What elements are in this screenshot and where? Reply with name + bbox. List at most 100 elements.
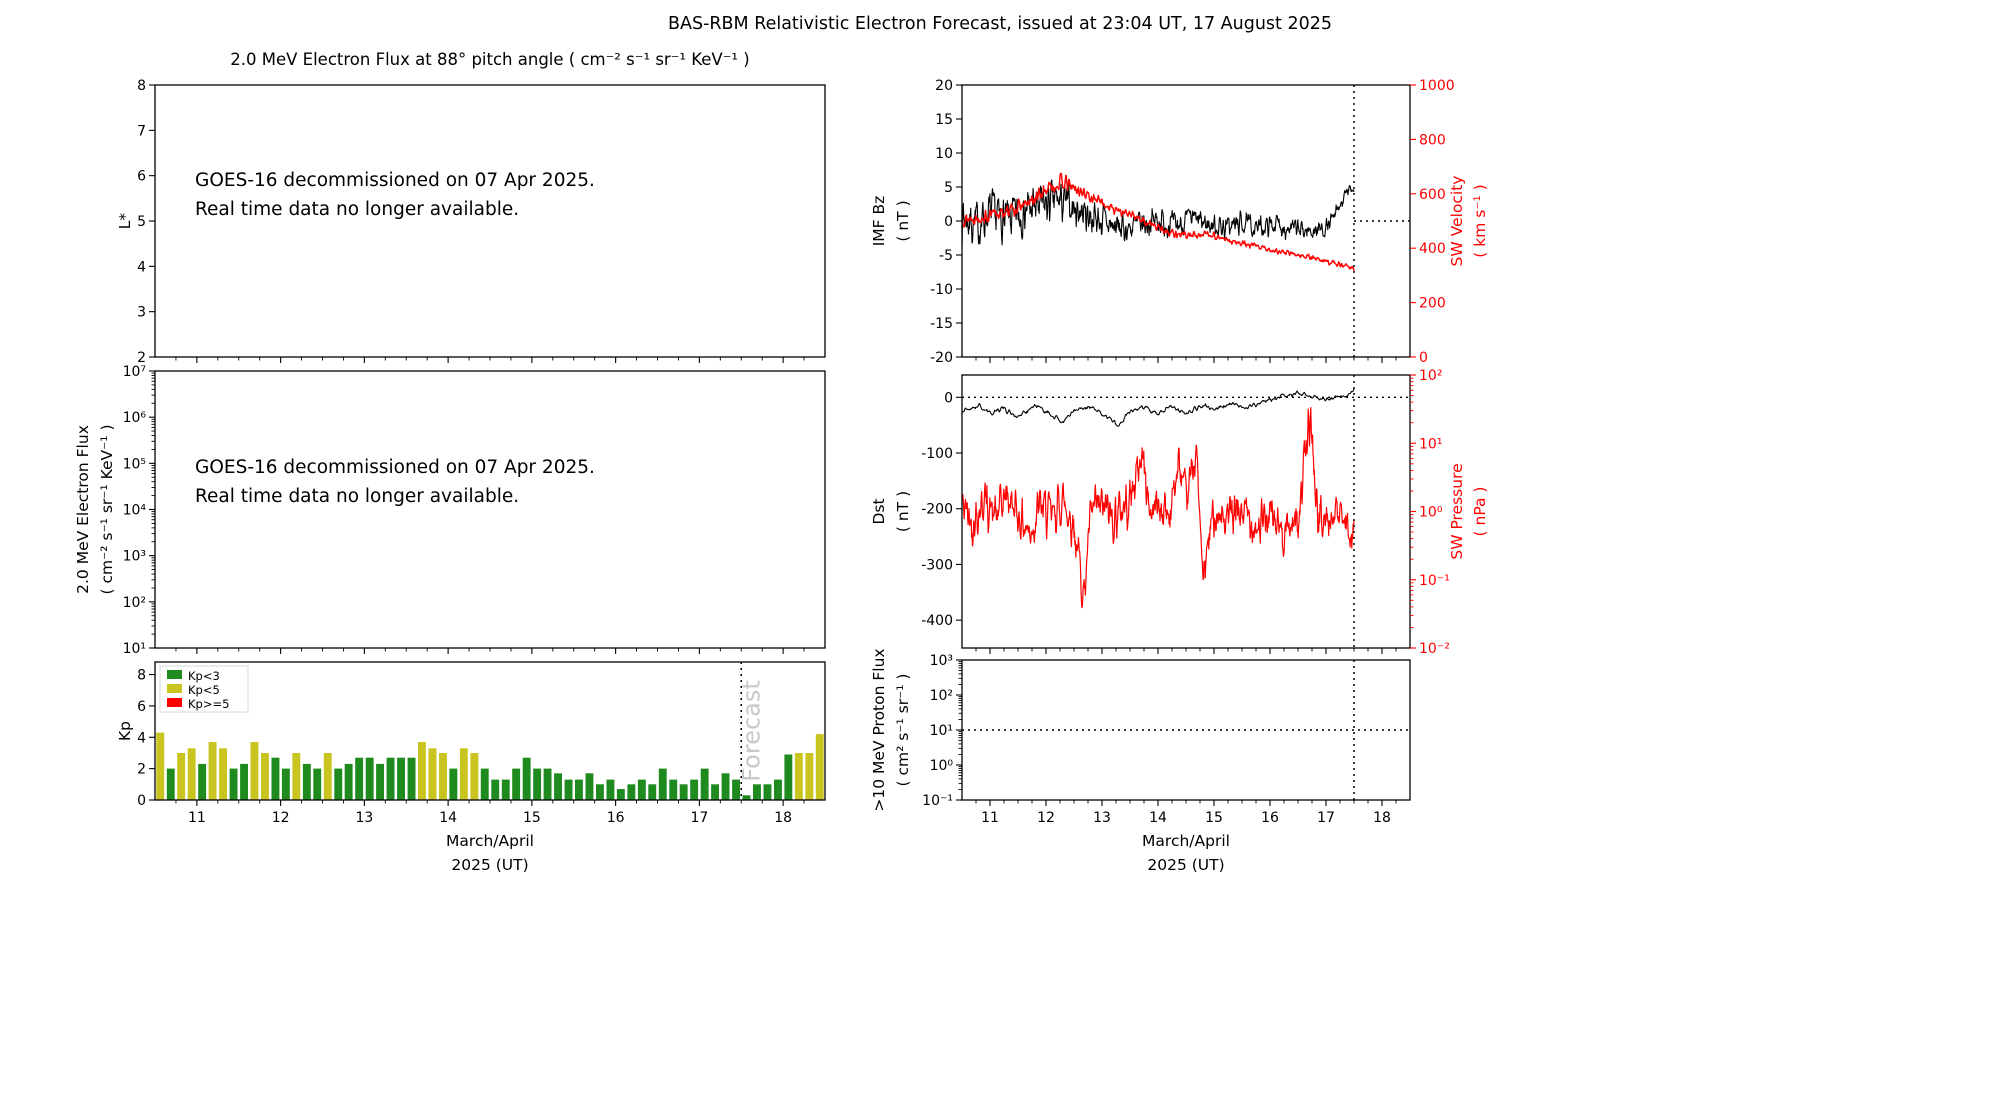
- plot-area-bz_sw: [962, 172, 1410, 272]
- plot-area-dst_p: [962, 388, 1410, 609]
- x-axis-label: March/April: [446, 832, 534, 850]
- legend-swatch: [167, 684, 182, 693]
- y-tick-label: 10⁶: [123, 410, 147, 426]
- kp-bar: [763, 784, 772, 800]
- y-tick-label: 15: [935, 112, 953, 128]
- y-tick-label: -10: [930, 282, 953, 298]
- kp-bar: [596, 784, 604, 800]
- y-axis-left: 10⁷ 10⁶ 10⁵ 10⁴ 10³ 10² 10¹: [123, 364, 155, 657]
- y-axis-right: 10² 10¹ 10⁰ 10⁻¹ 10⁻²: [1410, 368, 1450, 657]
- x-axis-label: March/April: [1142, 832, 1230, 850]
- kp-bar: [815, 734, 824, 800]
- y-tick-label-right: 0: [1419, 350, 1428, 366]
- kp-legend: Kp<3Kp<5Kp>=5: [159, 665, 249, 713]
- y-axis-label: IMF Bz: [870, 196, 888, 247]
- y-tick-label-right: 200: [1419, 296, 1446, 312]
- y-tick-label: 10²: [123, 595, 146, 611]
- y-tick-label: 20: [935, 78, 953, 94]
- x-tick-label: 16: [607, 810, 625, 826]
- forecast-label: Forecast: [737, 680, 765, 782]
- y-tick-label: 0: [137, 793, 146, 809]
- y-axis-label: ( cm⁻² s⁻¹ sr⁻¹ KeV⁻¹ ): [98, 425, 116, 595]
- y-tick-label: 2: [137, 350, 146, 366]
- kp-bar: [187, 748, 196, 800]
- legend-swatch: [167, 670, 182, 679]
- y-tick-label: 10⁵: [123, 456, 146, 472]
- kp-bar: [470, 753, 479, 800]
- kp-bar: [784, 754, 793, 800]
- y-axis-left: 10³ 10² 10¹ 10⁰ 10⁻¹: [922, 653, 962, 809]
- right-axis-label: ( km s⁻¹ ): [1471, 184, 1489, 257]
- x-tick-label: 17: [1317, 810, 1335, 826]
- sw-pressure-line: [962, 407, 1355, 609]
- kp-bar: [229, 768, 238, 800]
- kp-bar: [669, 779, 678, 800]
- x-tick-label: 12: [1037, 810, 1055, 826]
- kp-bar: [512, 768, 521, 800]
- kp-bar: [501, 779, 510, 800]
- x-axis: [175, 648, 805, 654]
- kp-bar: [344, 763, 353, 800]
- y-tick-label: 2: [137, 762, 146, 778]
- y-tick-label-right: 400: [1419, 241, 1446, 257]
- kp-bar: [365, 757, 374, 800]
- panel-bz_sw: 20 15 10 5 0 -5 -10 -15 -20 1000 800 600 400 200 0 SW V…: [870, 78, 1489, 366]
- kp-bar: [627, 784, 636, 800]
- panel-dst_p: 0 -100 -200 -300 -400 10² 10¹ 10⁰ 10⁻¹ 10⁻² SW Pre…: [870, 368, 1489, 657]
- y-axis-right: 1000 800 600 400 200 0: [1410, 78, 1455, 366]
- y-axis-label: L*: [116, 213, 134, 230]
- y-tick-label: -20: [930, 350, 953, 366]
- panel-title: 2.0 MeV Electron Flux at 88° pitch angle…: [230, 50, 749, 69]
- kp-bar: [208, 742, 217, 800]
- y-tick-label: 8: [137, 78, 146, 94]
- kp-bar: [711, 784, 719, 800]
- kp-bar: [616, 789, 625, 800]
- kp-bar: [292, 753, 301, 800]
- kp-bar: [543, 768, 552, 800]
- y-tick-label-right: 10⁰: [1419, 505, 1443, 521]
- kp-bar: [742, 795, 751, 800]
- kp-bar: [480, 768, 489, 800]
- kp-bar: [491, 779, 500, 800]
- kp-bar: [397, 757, 405, 800]
- x-tick-label: 11: [981, 810, 999, 826]
- y-tick-label: -15: [930, 316, 953, 332]
- kp-bar: [449, 768, 458, 800]
- kp-bar: [355, 757, 364, 800]
- panel-background: [155, 85, 825, 357]
- y-tick-label: 4: [137, 730, 146, 746]
- x-axis: [175, 357, 805, 363]
- kp-bar: [407, 757, 416, 800]
- x-axis: 11 12 13 14 15 16 17 18: [175, 800, 805, 826]
- panel-background: [962, 85, 1410, 357]
- y-tick-label: 10¹: [930, 723, 953, 739]
- notice-text: GOES-16 decommissioned on 07 Apr 2025.: [195, 457, 595, 478]
- y-tick-label: 10⁻¹: [922, 793, 953, 809]
- kp-bar: [302, 763, 311, 800]
- y-tick-label: 10¹: [123, 641, 146, 657]
- y-tick-label: 0: [944, 390, 953, 406]
- right-axis-label: ( nPa ): [1471, 487, 1489, 537]
- kp-bar: [428, 748, 437, 800]
- y-tick-label: 6: [137, 169, 146, 185]
- x-tick-label: 14: [1149, 810, 1167, 826]
- kp-bar: [334, 768, 343, 800]
- y-tick-label-right: 10⁻¹: [1419, 573, 1450, 589]
- x-tick-label: 13: [1093, 810, 1111, 826]
- y-tick-label: -5: [939, 248, 953, 264]
- y-tick-label: 0: [944, 214, 953, 230]
- kp-bar: [554, 773, 562, 800]
- y-axis-left: 0 -100 -200 -300 -400: [921, 390, 962, 629]
- y-tick-label: -400: [921, 613, 953, 629]
- y-axis-label: ( nT ): [894, 200, 912, 241]
- kp-bar: [575, 779, 583, 800]
- y-axis-left: 20 15 10 5 0 -5 -10 -15 -20: [930, 78, 962, 366]
- y-axis-left: 0 2 4 6 8: [137, 668, 155, 809]
- panel-background: [962, 375, 1410, 648]
- kp-bar: [323, 753, 332, 800]
- y-tick-label: -200: [921, 502, 953, 518]
- y-axis-label: 2.0 MeV Electron Flux: [74, 425, 92, 594]
- kp-bar: [606, 779, 615, 800]
